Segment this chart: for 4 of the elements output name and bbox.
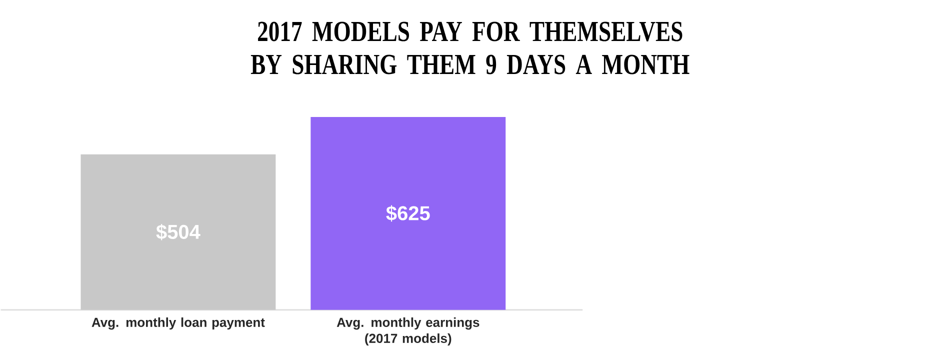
x-tick-label: Avg. monthly earnings (2017 models)	[336, 317, 480, 346]
x-tick-label: Avg. monthly loan payment	[92, 317, 265, 330]
chart-title: 2017 MODELS PAY FOR THEMSELVES BY SHARING THEM 9 DAYS A MONTH	[250, 22, 690, 74]
data-label: $625	[386, 205, 430, 222]
